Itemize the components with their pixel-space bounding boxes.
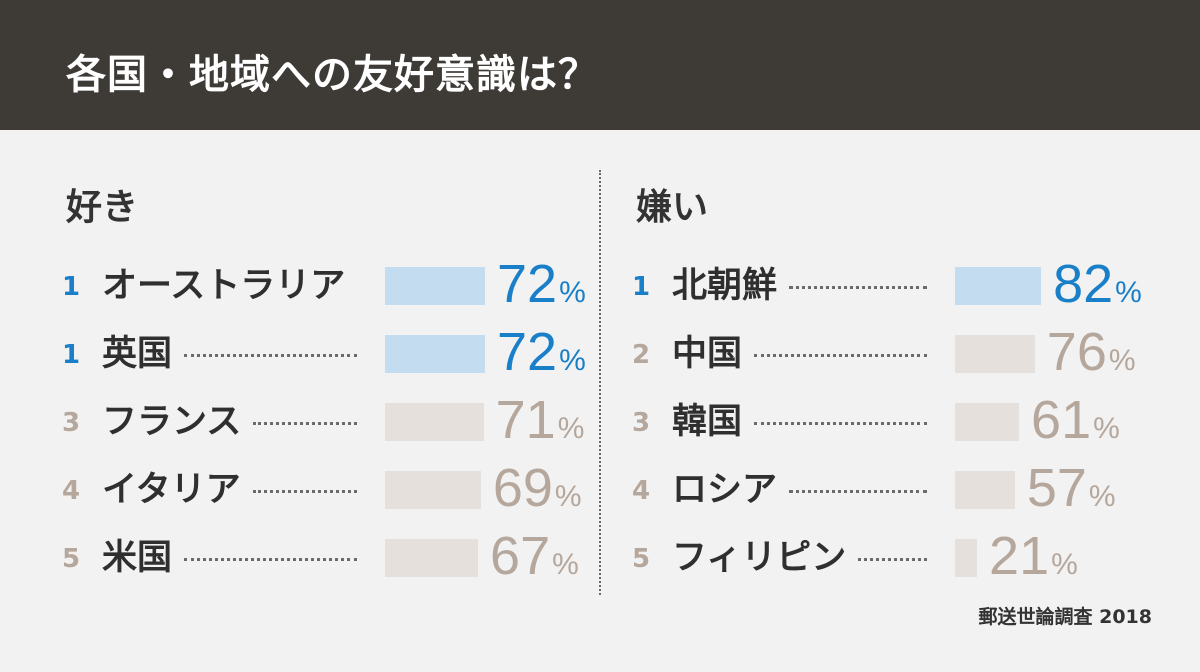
dislike-rank: 2: [632, 340, 651, 370]
dislike-leader-dots: [754, 422, 927, 425]
dislike-row: 4 ロシア 57%: [632, 458, 1172, 526]
like-row: 3 フランス 71%: [62, 390, 602, 458]
like-row: 1 英国 72%: [62, 322, 602, 390]
dislike-row: 5 フィリピン 21%: [632, 526, 1172, 594]
like-leader-dots: [184, 558, 357, 561]
like-value-unit: %: [554, 480, 582, 513]
dislike-value-label: 82%: [1053, 254, 1142, 328]
dislike-value-label: 21%: [989, 526, 1078, 600]
like-country-label: イタリア: [102, 470, 241, 510]
dislike-value-label: 61%: [1031, 390, 1120, 464]
dislike-bar: [955, 403, 1020, 441]
like-value-number: 69: [492, 458, 553, 518]
like-bar: [385, 403, 484, 441]
like-value-number: 72: [497, 322, 558, 382]
dislike-bar: [955, 471, 1015, 509]
dislike-section-title: 嫌い: [636, 187, 709, 228]
dislike-value-number: 21: [989, 526, 1050, 586]
dislike-rank: 3: [632, 408, 651, 438]
dislike-leader-dots: [789, 286, 927, 289]
dislike-bar: [955, 539, 978, 577]
like-country-label: フランス: [102, 402, 242, 442]
like-country-label: オーストラリア: [102, 266, 346, 306]
dislike-country-label: 中国: [672, 334, 743, 374]
like-value-number: 72: [497, 254, 558, 314]
like-value-number: 67: [490, 526, 551, 586]
like-value-label: 72%: [497, 254, 586, 328]
like-bar: [385, 267, 485, 305]
page-title: 各国・地域への友好意識は？: [66, 52, 599, 98]
dislike-value-number: 76: [1046, 322, 1107, 382]
dislike-row: 3 韓国 61%: [632, 390, 1172, 458]
like-leader-dots: [253, 422, 357, 425]
like-rank: 1: [62, 340, 81, 370]
like-value-unit: %: [559, 276, 586, 309]
like-country-label: 英国: [102, 334, 173, 374]
dislike-leader-dots: [858, 558, 927, 561]
like-value-unit: %: [559, 344, 586, 377]
dislike-value-unit: %: [1093, 412, 1120, 445]
dislike-value-number: 61: [1031, 390, 1092, 450]
dislike-value-number: 82: [1053, 254, 1114, 314]
like-row: 1 オーストラリア 72%: [62, 254, 602, 322]
dislike-country-label: 北朝鮮: [672, 266, 778, 306]
header-banner: 各国・地域への友好意識は？: [0, 0, 1200, 130]
dislike-country-label: ロシア: [672, 470, 778, 510]
like-section-title: 好き: [66, 187, 139, 228]
like-rank: 3: [62, 408, 81, 438]
like-bar: [385, 471, 481, 509]
dislike-leader-dots: [754, 354, 927, 357]
like-row: 5 米国 67%: [62, 526, 602, 594]
like-value-unit: %: [557, 412, 585, 445]
dislike-value-unit: %: [1051, 548, 1078, 581]
dislike-rank: 1: [632, 272, 651, 302]
dislike-value-label: 57%: [1027, 458, 1116, 532]
like-country-label: 米国: [102, 538, 173, 578]
dislike-bar: [955, 335, 1035, 373]
like-value-label: 69%: [493, 458, 582, 532]
dislike-rank: 5: [632, 544, 651, 574]
dislike-rank: 4: [632, 476, 651, 506]
like-rank: 5: [62, 544, 81, 574]
dislike-leader-dots: [789, 490, 927, 493]
like-bar: [385, 335, 485, 373]
like-rank: 4: [62, 476, 81, 506]
like-row: 4 イタリア 69%: [62, 458, 602, 526]
like-leader-dots: [253, 490, 357, 493]
like-value-label: 72%: [497, 322, 586, 396]
center-divider: [599, 170, 601, 595]
source-note: 郵送世論調査 2018: [978, 606, 1153, 628]
dislike-row: 1 北朝鮮 82%: [632, 254, 1172, 322]
like-leader-dots: [184, 354, 357, 357]
dislike-country-label: フィリピン: [672, 538, 847, 578]
dislike-row: 2 中国 76%: [632, 322, 1172, 390]
dislike-value-unit: %: [1108, 344, 1136, 377]
like-value-number: 71: [495, 390, 556, 450]
dislike-value-unit: %: [1088, 480, 1116, 513]
like-rank: 1: [62, 272, 81, 302]
like-value-label: 67%: [490, 526, 579, 600]
dislike-country-label: 韓国: [672, 402, 743, 442]
like-bar: [385, 539, 479, 577]
dislike-value-label: 76%: [1047, 322, 1136, 396]
like-value-unit: %: [552, 548, 579, 581]
dislike-value-unit: %: [1115, 276, 1142, 309]
dislike-bar: [955, 267, 1042, 305]
like-value-label: 71%: [496, 390, 585, 464]
dislike-value-number: 57: [1026, 458, 1087, 518]
